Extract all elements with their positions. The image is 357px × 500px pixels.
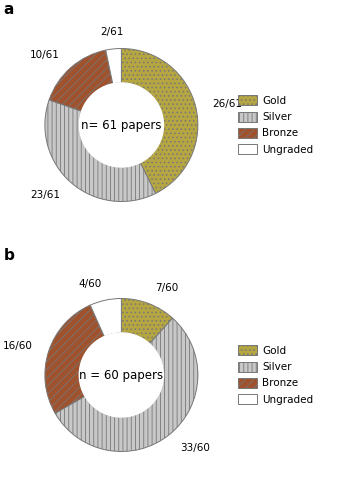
Text: 10/61: 10/61: [30, 50, 60, 60]
Wedge shape: [121, 48, 198, 194]
Wedge shape: [55, 318, 198, 452]
Text: b: b: [4, 248, 14, 262]
Wedge shape: [49, 50, 113, 111]
Legend: Gold, Silver, Bronze, Ungraded: Gold, Silver, Bronze, Ungraded: [238, 346, 313, 405]
Text: 26/61: 26/61: [212, 98, 242, 108]
Wedge shape: [45, 100, 156, 202]
Wedge shape: [90, 298, 121, 337]
Text: 23/61: 23/61: [30, 190, 60, 200]
Text: 7/60: 7/60: [155, 283, 178, 293]
Legend: Gold, Silver, Bronze, Ungraded: Gold, Silver, Bronze, Ungraded: [238, 96, 313, 154]
Text: 33/60: 33/60: [180, 442, 210, 452]
Text: n= 61 papers: n= 61 papers: [81, 118, 162, 132]
Wedge shape: [121, 298, 172, 344]
Wedge shape: [45, 305, 104, 414]
Circle shape: [79, 83, 164, 167]
Text: 16/60: 16/60: [3, 341, 32, 351]
Text: 4/60: 4/60: [79, 278, 102, 288]
Circle shape: [79, 333, 164, 417]
Wedge shape: [106, 48, 121, 84]
Text: a: a: [4, 2, 14, 18]
Text: n = 60 papers: n = 60 papers: [79, 368, 164, 382]
Text: 2/61: 2/61: [100, 27, 124, 37]
